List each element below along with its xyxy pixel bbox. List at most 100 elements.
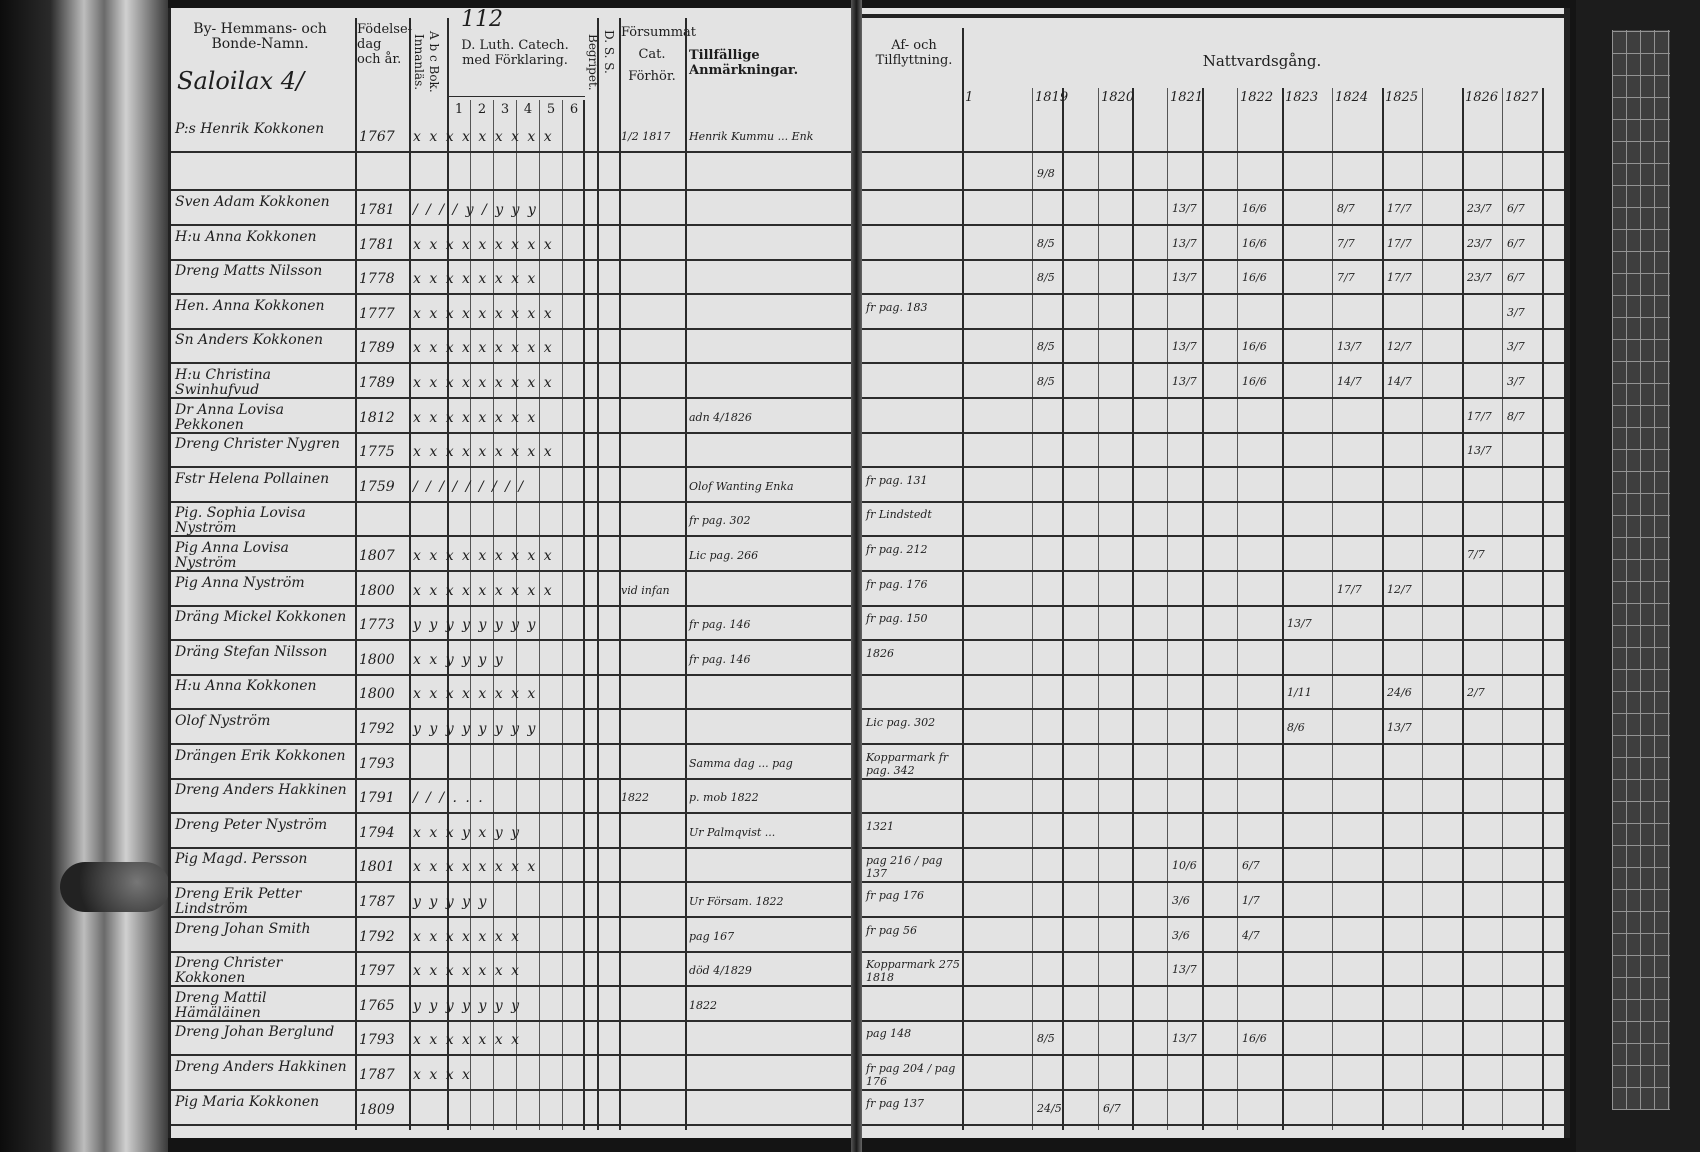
catechism-rule — [447, 96, 585, 97]
header-communion: Nattvardsgång. — [1202, 52, 1322, 70]
entry-birth-year: 1793 — [359, 755, 395, 772]
entry-move: fr pag. 212 — [866, 543, 928, 556]
entry-name: Dreng Peter Nyström — [175, 816, 328, 833]
communion-date: 12/7 — [1387, 582, 1412, 596]
entry-move: Lic pag. 302 — [866, 716, 936, 729]
entry-name: Sn Anders Kokkonen — [175, 332, 323, 349]
row-rule — [171, 293, 851, 296]
row-rule — [862, 362, 1564, 365]
entry-name: Fstr Helena Pollainen — [175, 470, 330, 487]
entry-move: Kopparmark 275 1818 — [866, 958, 960, 985]
entry-birth-year: 1807 — [359, 548, 395, 564]
entry-catechism-marks: y y y y y — [413, 894, 489, 910]
row-rule — [862, 1123, 1564, 1126]
communion-year: 1819 — [1035, 90, 1069, 105]
entry-name: Dreng Johan Smith — [175, 920, 311, 937]
communion-date: 17/7 — [1387, 271, 1412, 285]
row-rule — [862, 1089, 1564, 1091]
row-rule — [862, 812, 1564, 815]
entry-remark: pag 167 — [689, 929, 735, 943]
communion-date: 17/7 — [1387, 236, 1412, 250]
row-rule — [862, 466, 1564, 469]
entry-move: fr pag 204 / pag 176 — [866, 1062, 956, 1088]
communion-date: 1/7 — [1242, 894, 1260, 907]
entry-remark: död 4/1829 — [689, 964, 752, 978]
communion-year: 1824 — [1335, 90, 1369, 105]
entry-move: fr pag. 150 — [866, 612, 928, 626]
column-rule — [1062, 88, 1064, 1130]
row-rule — [171, 604, 851, 607]
header-catechism: D. Luth. Catech. med Förklaring. — [461, 38, 569, 68]
entry-catechism-marks: x x x x x x x x x — [413, 375, 554, 391]
entry-catechism-marks: x x x x x x x — [413, 1032, 521, 1049]
communion-date: 13/7 — [1172, 1032, 1197, 1046]
communion-date: 13/7 — [1172, 963, 1197, 977]
column-rule — [1382, 88, 1384, 1130]
entry-forsummat: 1822 — [621, 791, 649, 805]
row-rule — [171, 466, 851, 469]
catechism-subcol-label: 4 — [523, 102, 533, 117]
row-rule — [171, 985, 851, 988]
column-rule — [355, 18, 357, 1130]
header-birth: Födelse-dag och år. — [357, 22, 413, 67]
communion-date: 6/7 — [1103, 1101, 1121, 1115]
header-abc: A b c Bok. Innanläs. — [412, 31, 441, 93]
row-rule — [862, 985, 1564, 988]
communion-date: 9/8 — [1037, 167, 1055, 180]
entry-remark: Lic pag. 266 — [689, 549, 759, 562]
row-rule — [171, 950, 851, 953]
communion-date: 3/7 — [1507, 305, 1525, 319]
header-begripet: Begripet. — [586, 33, 600, 91]
entry-birth-year: 1759 — [359, 478, 395, 495]
communion-date: 17/7 — [1467, 409, 1492, 423]
column-rule — [1098, 88, 1099, 1130]
entry-name: Drängen Erik Kokkonen — [175, 747, 346, 764]
entry-birth-year: 1773 — [359, 617, 395, 634]
book-edge-right — [1576, 0, 1700, 1152]
row-rule — [862, 743, 1564, 745]
communion-date: 8/6 — [1287, 721, 1305, 734]
entry-name: H:u Christina Swinhufvud — [175, 367, 271, 398]
column-rule — [1237, 88, 1238, 1130]
entry-move: fr pag. 183 — [866, 300, 928, 314]
row-rule — [171, 673, 851, 676]
communion-date: 13/7 — [1172, 271, 1197, 285]
entry-name: H:u Anna Kokkonen — [175, 678, 317, 695]
entry-catechism-marks: x x x x x x x — [413, 963, 521, 980]
communion-date: 13/7 — [1172, 375, 1197, 388]
communion-date: 6/7 — [1507, 202, 1525, 215]
right-page: Af- och Tilflyttning. Nattvardsgång. 1 18… — [862, 8, 1570, 1138]
communion-date: 16/6 — [1242, 202, 1267, 215]
entry-catechism-marks: x x y y y y — [413, 651, 505, 668]
entry-move: fr pag 176 — [866, 889, 924, 902]
communion-date: 14/7 — [1387, 375, 1412, 388]
row-rule — [171, 812, 851, 815]
entry-remark: p. mob 1822 — [689, 791, 759, 805]
entry-remark: Henrik Kummu ... Enk — [689, 130, 814, 143]
communion-date: 7/7 — [1337, 271, 1355, 285]
column-rule — [1422, 88, 1423, 1130]
entry-name: Dreng Christer Kokkonen — [175, 955, 283, 987]
communion-year: 1823 — [1285, 90, 1319, 105]
row-rule — [862, 777, 1564, 780]
row-rule — [862, 1054, 1564, 1057]
row-rule — [862, 846, 1564, 849]
row-rule — [171, 362, 851, 365]
communion-date: 7/7 — [1337, 236, 1355, 250]
row-rule — [862, 570, 1564, 572]
communion-date: 8/5 — [1037, 375, 1055, 388]
communion-date: 4/7 — [1242, 928, 1260, 942]
entry-catechism-marks: x x x x x x x x x — [413, 340, 554, 357]
communion-date: 16/6 — [1242, 340, 1267, 354]
column-rule — [562, 100, 563, 1130]
row-rule — [862, 1019, 1564, 1022]
entry-birth-year: 1789 — [359, 375, 395, 391]
entry-name: Pig Anna Nyström — [175, 574, 305, 591]
entry-name: Pig Anna Lovisa Nyström — [175, 540, 289, 571]
entry-name: Dräng Mickel Kokkonen — [175, 609, 347, 626]
header-moves: Af- och Tilflyttning. — [875, 38, 953, 68]
column-rule — [1502, 88, 1503, 1130]
entry-remark: Ur Palmqvist ... — [689, 825, 776, 839]
entry-move: fr pag. 176 — [866, 577, 928, 591]
entry-move: fr Lindstedt — [866, 508, 932, 522]
